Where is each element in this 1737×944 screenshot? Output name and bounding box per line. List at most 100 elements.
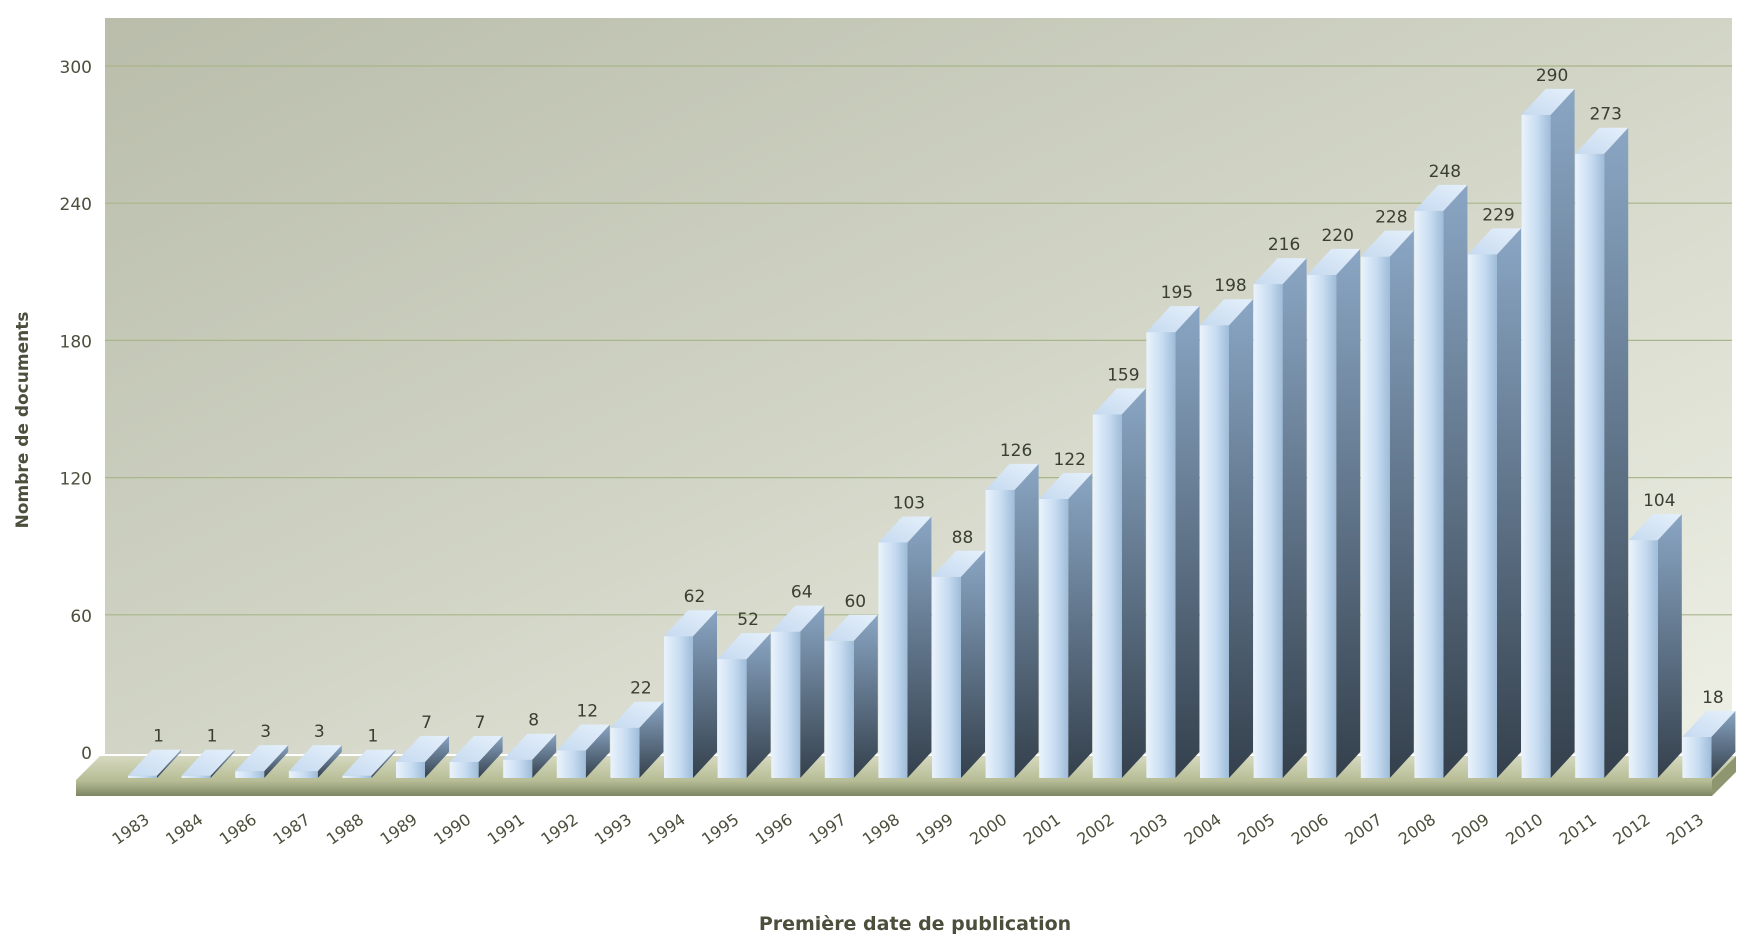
bar [771,605,825,778]
y-tick-label: 0 [81,744,92,764]
bar-front [824,640,854,778]
x-axis-title: Première date de publication [759,913,1071,935]
bar [1307,248,1361,778]
bar [1253,258,1307,779]
x-tick-label: 1991 [484,810,528,849]
bar-side [746,633,771,778]
bar-front [288,771,318,778]
value-label: 229 [1482,205,1514,225]
bar-side [1229,299,1253,778]
value-label: 228 [1375,208,1407,228]
bar-front [396,761,425,778]
bar-top [1307,248,1361,275]
bar [1682,710,1736,778]
value-label: 126 [1000,441,1032,461]
bar-top [664,610,717,637]
value-label: 88 [952,528,974,548]
bar-side [1497,228,1521,778]
bar-top [1575,127,1629,154]
x-tick-label: 1984 [162,810,206,849]
bar [128,749,181,778]
bar-top [1146,306,1200,333]
bar-top [1468,228,1521,255]
bar [1521,88,1575,778]
bar-side [1121,388,1146,778]
bar [1414,184,1468,778]
bar-front [664,636,693,778]
bar [932,550,985,778]
bar-top [288,745,342,772]
value-label: 198 [1214,276,1246,296]
bar [556,724,610,778]
x-tick-label: 2008 [1395,810,1439,849]
x-tick-label: 1990 [430,810,474,849]
bar [878,516,932,778]
bar-side [907,516,932,778]
value-label: 195 [1161,283,1193,303]
value-label: 273 [1589,105,1621,125]
bar-side [1711,710,1736,778]
bar [717,633,771,778]
bar-front [1468,254,1497,778]
bar-top [181,749,235,776]
bar-side [1604,127,1629,779]
bar-side [693,610,717,778]
bar-top [1092,388,1146,415]
x-tick-label: 1993 [591,810,635,849]
value-label: 104 [1643,491,1675,511]
value-label: 12 [576,702,598,722]
bar-side [1175,306,1200,778]
value-label: 1 [153,727,164,747]
bar-side [1014,463,1039,778]
bar [503,733,557,778]
bar-front [1307,274,1337,778]
x-tick-label: 1995 [698,810,742,849]
value-label: 7 [475,713,486,733]
bar-front [449,761,479,778]
x-tick-label: 2004 [1181,810,1225,849]
bar-front [1628,540,1658,778]
x-tick-label: 1986 [216,810,260,849]
bar-front [1521,114,1551,778]
bar [342,749,396,778]
bar-front [1360,256,1390,778]
bar [288,745,342,778]
bar [449,735,503,778]
bar-front [235,771,265,778]
bar [396,735,449,778]
bar-top [610,701,664,728]
y-tick-label: 120 [60,470,92,490]
bar-top [824,614,878,641]
value-label: 60 [844,592,866,612]
bar-front [503,759,533,778]
bar-top [1628,514,1682,541]
floor-front [76,780,1712,796]
bar [181,749,235,778]
x-tick-label: 1996 [752,810,796,849]
bar-side [800,605,825,778]
bar-side [317,745,342,778]
value-label: 64 [791,583,813,603]
y-axis-title: Nombre de documents [13,312,33,529]
bar-top [932,550,985,577]
bar-top [1200,299,1253,326]
bar-top [1039,473,1093,500]
bar-front [1575,153,1605,779]
bar-top [449,735,503,762]
bar [1200,299,1253,778]
x-tick-label: 1989 [377,810,421,849]
y-tick-label: 300 [60,58,92,78]
bar [985,463,1039,778]
bar [664,610,717,778]
bar [1039,473,1093,778]
bar-front [717,659,747,778]
bar [1146,306,1200,778]
bar-front [181,775,211,778]
x-tick-label: 2005 [1234,810,1278,849]
bar-top [717,633,771,660]
bar-top [396,735,449,762]
bar [1360,230,1414,778]
bar-front [128,775,157,778]
